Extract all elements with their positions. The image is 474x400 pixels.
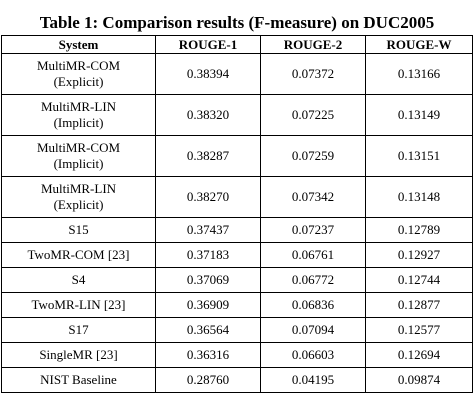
rouge-1-cell: 0.37069 [155, 267, 261, 293]
table-row: SingleMR [23] 0.36316 0.06603 0.12694 [1, 342, 473, 368]
rouge-1-cell: 0.28760 [155, 367, 261, 393]
rouge-1-cell: 0.38394 [155, 53, 261, 95]
table-row: MultiMR-COM (Explicit) 0.38394 0.07372 0… [1, 53, 473, 95]
system-cell: S4 [1, 267, 156, 293]
table-caption: Table 1: Comparison results (F-measure) … [39, 13, 435, 32]
rouge-1-cell: 0.37183 [155, 242, 261, 268]
rouge-2-cell: 0.07237 [260, 217, 366, 243]
system-cell: MultiMR-COM (Explicit) [1, 53, 156, 95]
header-rouge-w: ROUGE-W [365, 35, 473, 54]
system-name: MultiMR-LIN [40, 181, 117, 196]
header-rouge-2: ROUGE-2 [260, 35, 366, 54]
rouge-1-cell: 0.37437 [155, 217, 261, 243]
rouge-1-cell: 0.36564 [155, 317, 261, 343]
rouge-w-cell: 0.12744 [365, 267, 473, 293]
rouge-2-cell: 0.06761 [260, 242, 366, 268]
rouge-1-cell: 0.36316 [155, 342, 261, 368]
rouge-2-cell: 0.07094 [260, 317, 366, 343]
system-cell: MultiMR-LIN (Implicit) [1, 94, 156, 136]
rouge-2-cell: 0.04195 [260, 367, 366, 393]
system-name: MultiMR-COM [36, 140, 121, 155]
table-row: TwoMR-COM [23] 0.37183 0.06761 0.12927 [1, 242, 473, 268]
rouge-1-cell: 0.38320 [155, 94, 261, 136]
table-row: MultiMR-LIN (Explicit) 0.38270 0.07342 0… [1, 176, 473, 218]
rouge-2-cell: 0.06603 [260, 342, 366, 368]
rouge-w-cell: 0.13166 [365, 53, 473, 95]
table-row: MultiMR-COM (Implicit) 0.38287 0.07259 0… [1, 135, 473, 177]
table-row: NIST Baseline 0.28760 0.04195 0.09874 [1, 367, 473, 393]
header-rouge-1: ROUGE-1 [155, 35, 261, 54]
rouge-2-cell: 0.07225 [260, 94, 366, 136]
system-variant: (Implicit) [53, 115, 104, 130]
system-cell: SingleMR [23] [1, 342, 156, 368]
system-cell: TwoMR-LIN [23] [1, 292, 156, 318]
system-name: MultiMR-COM [36, 58, 121, 73]
system-variant: (Explicit) [53, 74, 104, 89]
system-cell: MultiMR-LIN (Explicit) [1, 176, 156, 218]
rouge-2-cell: 0.07372 [260, 53, 366, 95]
system-cell: NIST Baseline [1, 367, 156, 393]
table-row: S4 0.37069 0.06772 0.12744 [1, 267, 473, 293]
rouge-w-cell: 0.12877 [365, 292, 473, 318]
rouge-1-cell: 0.38287 [155, 135, 261, 177]
system-variant: (Explicit) [53, 197, 104, 212]
rouge-2-cell: 0.06836 [260, 292, 366, 318]
rouge-1-cell: 0.38270 [155, 176, 261, 218]
rouge-1-cell: 0.36909 [155, 292, 261, 318]
rouge-2-cell: 0.06772 [260, 267, 366, 293]
rouge-w-cell: 0.13148 [365, 176, 473, 218]
system-name: MultiMR-LIN [40, 99, 117, 114]
rouge-w-cell: 0.12927 [365, 242, 473, 268]
header-system: System [1, 35, 156, 54]
header-row: System ROUGE-1 ROUGE-2 ROUGE-W [1, 35, 473, 54]
rouge-w-cell: 0.13151 [365, 135, 473, 177]
table-row: MultiMR-LIN (Implicit) 0.38320 0.07225 0… [1, 94, 473, 136]
table-row: S15 0.37437 0.07237 0.12789 [1, 217, 473, 243]
rouge-2-cell: 0.07342 [260, 176, 366, 218]
rouge-w-cell: 0.12577 [365, 317, 473, 343]
rouge-w-cell: 0.09874 [365, 367, 473, 393]
rouge-w-cell: 0.12789 [365, 217, 473, 243]
results-table: System ROUGE-1 ROUGE-2 ROUGE-W MultiMR-C… [1, 35, 473, 393]
system-cell: TwoMR-COM [23] [1, 242, 156, 268]
table-row: TwoMR-LIN [23] 0.36909 0.06836 0.12877 [1, 292, 473, 318]
rouge-w-cell: 0.13149 [365, 94, 473, 136]
rouge-2-cell: 0.07259 [260, 135, 366, 177]
system-cell: S17 [1, 317, 156, 343]
system-cell: S15 [1, 217, 156, 243]
table-row: S17 0.36564 0.07094 0.12577 [1, 317, 473, 343]
system-variant: (Implicit) [53, 156, 104, 171]
system-cell: MultiMR-COM (Implicit) [1, 135, 156, 177]
rouge-w-cell: 0.12694 [365, 342, 473, 368]
